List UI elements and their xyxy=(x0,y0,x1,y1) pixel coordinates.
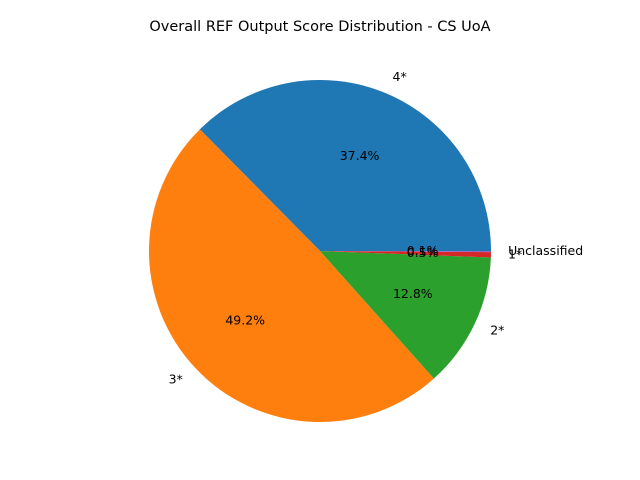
slice-percent-label-1: 49.2% xyxy=(225,313,265,328)
slice-label-4: Unclassified xyxy=(508,243,583,258)
slice-label-0: 4* xyxy=(393,69,407,84)
slice-label-1: 3* xyxy=(169,371,183,386)
pie-slice-4 xyxy=(320,251,491,253)
slice-label-3: 1* xyxy=(508,247,522,262)
pie-slice-3 xyxy=(320,251,491,258)
chart-title: Overall REF Output Score Distribution - … xyxy=(149,19,490,35)
pie-slices xyxy=(148,80,491,423)
slice-label-2: 2* xyxy=(490,323,504,338)
slice-percent-label-0: 37.4% xyxy=(340,148,380,163)
pie-slice-2 xyxy=(320,251,491,379)
slice-percent-label-4: 0.1% xyxy=(407,243,439,258)
slice-percent-label-2: 12.8% xyxy=(393,286,433,301)
pie-labels: 4* 37.4% 3* 49.2% 2* 12.8% 1* 0.5% Unclassified 0… xyxy=(169,69,583,386)
slice-percent-label-3: 0.5% xyxy=(407,245,439,260)
pie-slice-1 xyxy=(148,129,434,423)
pie-slice-0 xyxy=(199,80,491,252)
